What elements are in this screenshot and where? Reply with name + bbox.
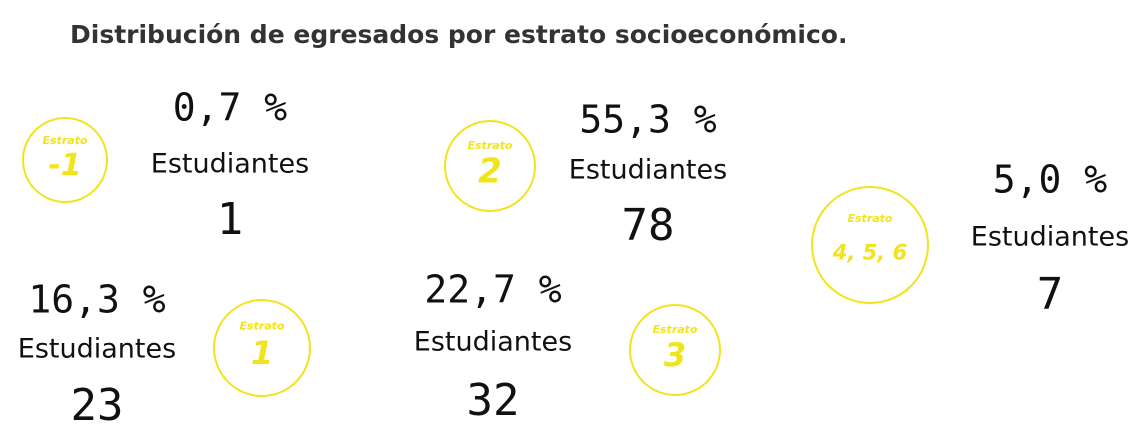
- badge-label: Estrato: [653, 323, 698, 336]
- stratum-group: Estrato 4, 5, 6 5,0 % Estudiantes 7: [811, 158, 1129, 320]
- badge-ring: [444, 120, 536, 212]
- badge-label: Estrato: [240, 319, 285, 332]
- count: 78: [622, 200, 675, 251]
- count: 32: [467, 375, 520, 426]
- badge-stratum: 3: [664, 336, 686, 374]
- percent: 5,0 %: [993, 158, 1108, 202]
- badge-label: Estrato: [848, 212, 893, 225]
- badge-stratum: 1: [251, 334, 273, 372]
- label: Estudiantes: [151, 149, 309, 180]
- badge-label: Estrato: [468, 139, 513, 152]
- count: 1: [217, 194, 244, 245]
- title: Distribución de egresados por estrato so…: [70, 20, 847, 49]
- stratum-group: Estrato-1 0,7 % Estudiantes 1: [22, 86, 309, 245]
- stratum-group: Estrato 1 16,3 % Estudiantes 23: [18, 278, 311, 426]
- badge-stratum: 4, 5, 6: [832, 241, 907, 265]
- label: Estudiantes: [569, 155, 727, 186]
- percent: 22,7 %: [424, 268, 561, 312]
- badge-stratum: 2: [478, 151, 502, 191]
- percent: 0,7 %: [173, 86, 288, 130]
- label: Estudiantes: [971, 222, 1129, 253]
- badge-label: Estrato: [43, 134, 88, 147]
- label: Estudiantes: [414, 327, 572, 358]
- percent: 55,3 %: [579, 98, 716, 142]
- badge-ring: [811, 186, 929, 304]
- count: 23: [71, 380, 124, 426]
- label: Estudiantes: [18, 334, 176, 365]
- count: 7: [1037, 269, 1064, 320]
- badge-ring: [629, 304, 721, 396]
- percent: 16,3 %: [28, 278, 165, 322]
- badge-ring: [213, 299, 311, 397]
- badge-ring: [22, 117, 108, 203]
- badge-stratum: -1: [48, 148, 81, 183]
